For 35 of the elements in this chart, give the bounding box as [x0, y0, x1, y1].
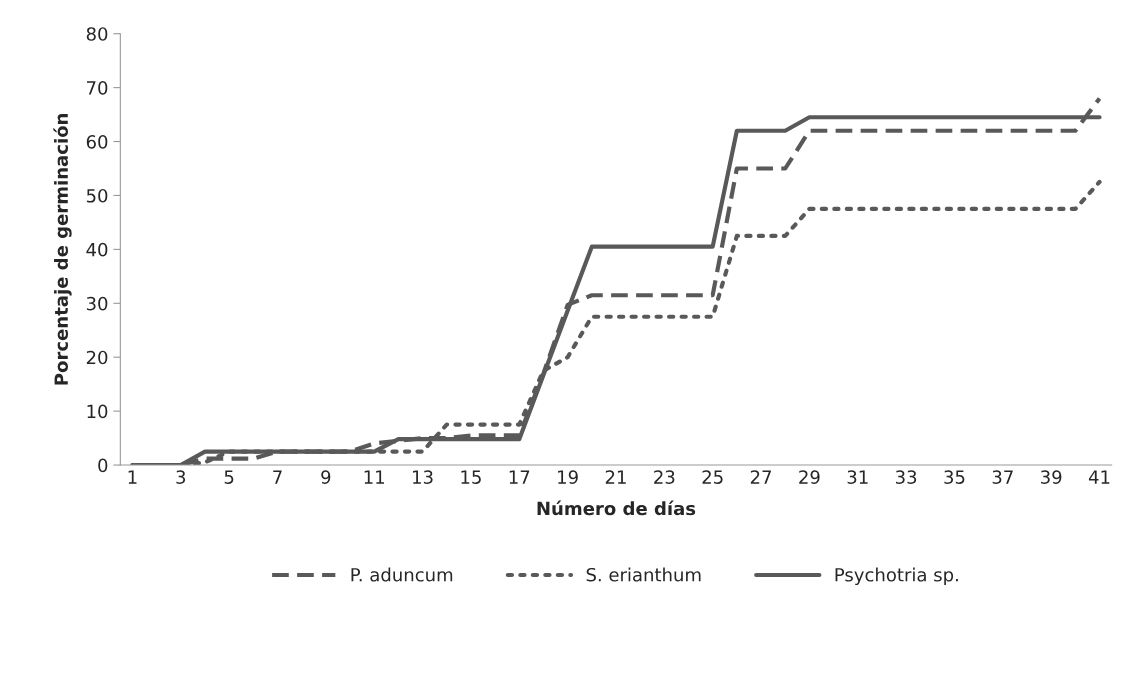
- legend-label: Psychotria sp.: [835, 567, 958, 586]
- x-tick-label: 13: [413, 470, 433, 484]
- x-tick-label: 5: [224, 470, 234, 484]
- x-axis-title: Número de días: [537, 500, 696, 516]
- y-tick-label: 60: [86, 135, 108, 149]
- y-tick-label: 10: [87, 404, 108, 419]
- x-tick-label: 37: [992, 470, 1013, 484]
- x-tick-label: 19: [558, 470, 578, 484]
- x-tick-label: 21: [605, 470, 626, 484]
- x-tick-label: 31: [847, 470, 868, 484]
- x-tick-label: 35: [944, 470, 965, 484]
- y-tick-label: 40: [86, 242, 108, 257]
- x-tick-label: 3: [176, 470, 186, 484]
- y-tick-label: 20: [86, 350, 108, 365]
- x-tick-label: 15: [461, 470, 481, 484]
- x-tick-label: 17: [509, 470, 530, 484]
- y-tick-label: 0: [98, 458, 108, 473]
- y-axis-title: Porcentaje de germinación: [53, 113, 72, 385]
- x-tick-label: 23: [654, 470, 675, 484]
- x-tick-label: 39: [1041, 470, 1062, 484]
- y-tick-label: 30: [86, 296, 108, 311]
- x-tick-label: 1: [128, 470, 137, 484]
- x-tick-label: 9: [321, 470, 331, 484]
- x-tick-label: 11: [364, 470, 385, 484]
- legend-label: P. aduncum: [351, 567, 453, 582]
- y-tick-label: 50: [86, 188, 108, 203]
- y-tick-label: 70: [87, 81, 108, 95]
- x-tick-label: 25: [702, 470, 723, 484]
- x-tick-label: 41: [1088, 470, 1110, 484]
- legend-label: S. erianthum: [586, 567, 701, 582]
- x-tick-label: 29: [799, 470, 820, 484]
- y-tick-label: 80: [86, 27, 108, 41]
- x-tick-label: 27: [750, 470, 771, 484]
- x-tick-label: 7: [273, 470, 282, 484]
- x-tick-label: 33: [896, 470, 917, 484]
